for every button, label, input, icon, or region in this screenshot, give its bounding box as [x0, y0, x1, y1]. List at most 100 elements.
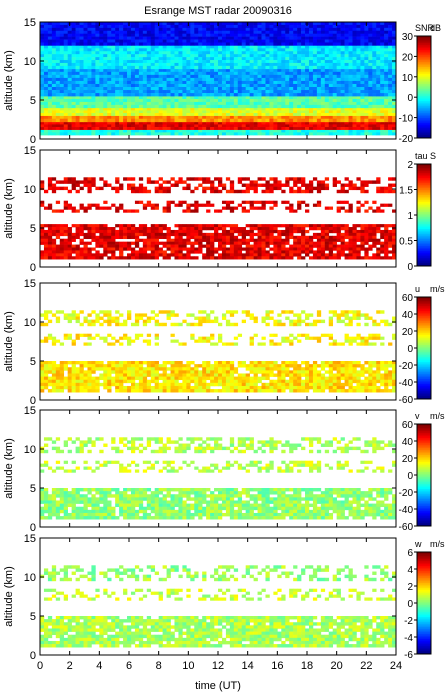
data-cell: [356, 57, 361, 61]
data-cell: [91, 235, 96, 240]
data-cell: [328, 96, 334, 100]
data-cell: [233, 54, 239, 58]
data-cell: [245, 247, 250, 251]
data-cell: [127, 124, 132, 128]
data-cell: [170, 247, 175, 251]
data-cell: [352, 118, 357, 123]
data-cell: [261, 27, 266, 32]
data-cell: [206, 22, 211, 26]
data-cell: [123, 121, 128, 125]
data-cell: [214, 129, 219, 133]
data-cell: [253, 256, 258, 260]
data-cell: [170, 54, 175, 58]
data-cell: [111, 22, 116, 26]
data-cell: [356, 256, 361, 260]
data-cell: [146, 45, 152, 49]
data-cell: [186, 33, 191, 37]
data-cell: [273, 48, 278, 52]
data-cell: [178, 27, 183, 32]
data-cell: [162, 87, 167, 91]
data-cell: [320, 227, 326, 231]
data-cell: [202, 118, 207, 123]
data-cell: [190, 244, 195, 248]
data-cell: [99, 93, 104, 97]
data-cell: [43, 107, 49, 111]
data-cell: [87, 83, 92, 88]
data-cell: [123, 60, 128, 64]
data-cell: [392, 232, 397, 237]
data-cell: [178, 48, 183, 52]
data-cell: [261, 229, 266, 234]
data-cell: [111, 71, 116, 76]
data-cell: [245, 113, 250, 116]
data-cell: [328, 121, 334, 125]
data-cell: [119, 224, 124, 228]
data-cell: [138, 62, 144, 67]
data-cell: [221, 36, 227, 40]
colorbar-band: [417, 70, 431, 73]
data-cell: [174, 30, 179, 34]
data-cell: [392, 247, 397, 251]
data-cell: [206, 129, 211, 133]
data-cell: [229, 206, 235, 210]
data-cell: [202, 256, 207, 260]
data-cell: [392, 124, 397, 128]
data-cell: [384, 186, 389, 191]
data-cell: [40, 51, 45, 55]
data-cell: [360, 74, 365, 79]
data-cell: [316, 87, 322, 91]
data-cell: [214, 127, 219, 130]
data-cell: [178, 39, 183, 43]
data-cell: [99, 39, 104, 43]
data-cell: [178, 238, 183, 242]
data-cell: [154, 80, 159, 85]
data-cell: [146, 60, 152, 64]
data-cell: [380, 68, 385, 73]
data-cell: [111, 51, 116, 55]
data-cell: [285, 250, 290, 254]
data-cell: [277, 250, 282, 254]
data-cell: [170, 33, 175, 37]
data-cell: [119, 244, 124, 248]
data-cell: [376, 39, 381, 43]
data-cell: [340, 113, 345, 116]
data-cell: [364, 180, 369, 184]
data-cell: [233, 74, 239, 79]
data-cell: [186, 177, 191, 181]
data-cell: [265, 68, 270, 73]
data-cell: [340, 71, 345, 76]
data-cell: [388, 232, 393, 237]
data-cell: [43, 87, 49, 91]
data-cell: [273, 203, 278, 207]
data-cell: [364, 250, 369, 254]
data-cell: [237, 107, 243, 111]
data-cell: [241, 238, 246, 242]
data-cell: [384, 45, 389, 49]
data-cell: [316, 132, 322, 136]
data-cell: [392, 39, 397, 43]
data-cell: [356, 209, 361, 213]
data-cell: [174, 22, 179, 26]
data-cell: [107, 107, 112, 111]
data-cell: [71, 118, 76, 123]
data-cell: [356, 247, 361, 251]
data-cell: [245, 256, 250, 260]
data-cell: [218, 177, 223, 181]
data-cell: [67, 177, 72, 181]
data-cell: [237, 62, 243, 67]
data-cell: [364, 113, 369, 116]
data-cell: [43, 30, 49, 34]
data-cell: [158, 57, 163, 61]
data-cell: [320, 68, 326, 73]
data-cell: [308, 54, 314, 58]
data-cell: [312, 71, 318, 76]
data-cell: [336, 36, 341, 40]
data-cell: [75, 189, 80, 194]
data-cell: [301, 24, 306, 29]
data-cell: [218, 238, 223, 242]
data-cell: [154, 115, 159, 120]
data-cell: [190, 45, 195, 49]
data-cell: [388, 127, 393, 130]
data-cell: [348, 57, 353, 61]
data-cell: [99, 60, 104, 64]
